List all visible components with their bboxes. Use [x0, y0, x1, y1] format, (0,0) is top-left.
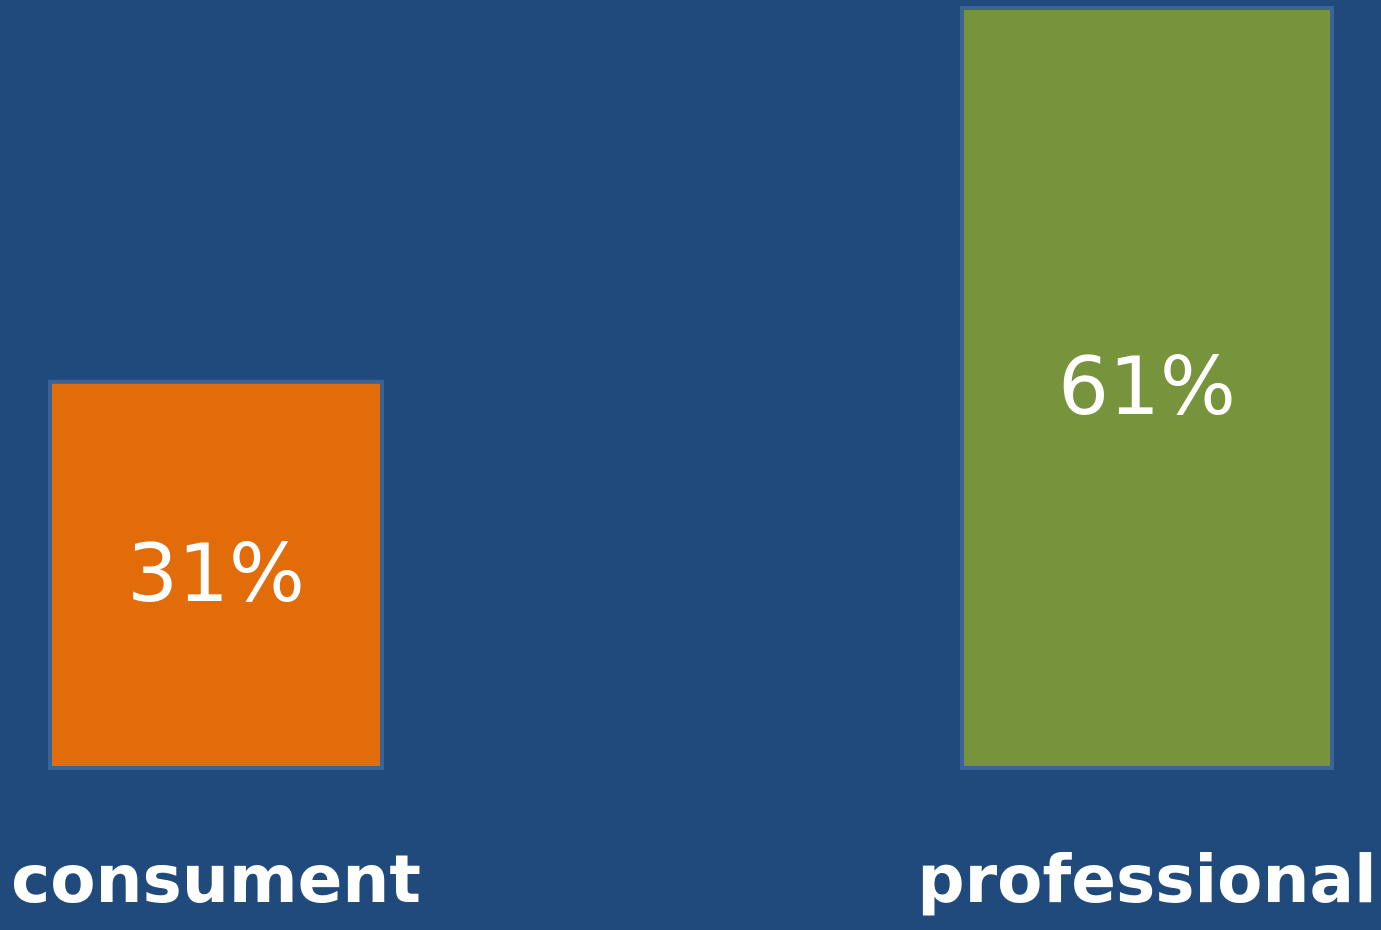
bar [960, 6, 1334, 770]
category-label: professional [917, 841, 1376, 918]
value-label: 61% [1058, 340, 1236, 433]
value-label: 31% [127, 527, 305, 620]
category-label: consument [11, 841, 421, 918]
bar [48, 379, 384, 770]
